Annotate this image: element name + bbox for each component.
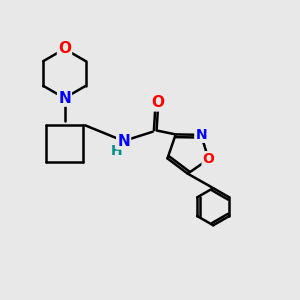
Text: N: N bbox=[58, 91, 71, 106]
Text: N: N bbox=[117, 134, 130, 148]
Text: O: O bbox=[58, 41, 71, 56]
Text: O: O bbox=[202, 152, 214, 166]
Text: N: N bbox=[195, 128, 207, 142]
Text: O: O bbox=[152, 95, 165, 110]
Text: H: H bbox=[111, 144, 123, 158]
